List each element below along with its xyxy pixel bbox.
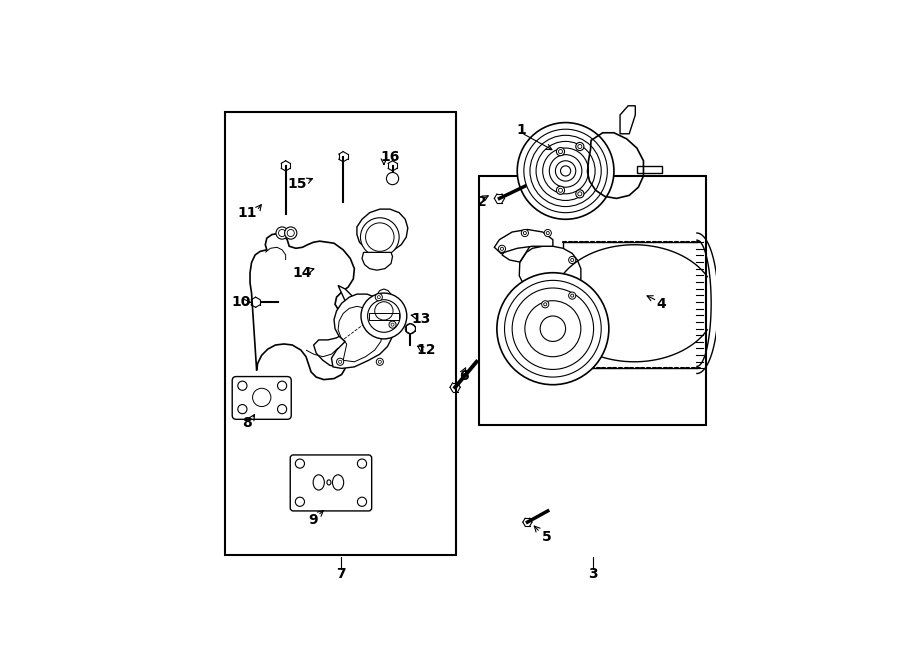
Circle shape [543, 148, 589, 194]
Text: 13: 13 [412, 311, 431, 325]
Text: 1: 1 [517, 123, 526, 137]
Circle shape [512, 288, 594, 369]
Bar [225, 112, 456, 555]
Circle shape [361, 293, 407, 339]
FancyBboxPatch shape [290, 455, 372, 511]
Circle shape [386, 173, 399, 184]
Text: 10: 10 [231, 295, 251, 309]
Circle shape [278, 229, 285, 237]
Circle shape [357, 497, 366, 506]
Circle shape [405, 324, 416, 334]
Circle shape [559, 149, 562, 153]
FancyBboxPatch shape [232, 377, 292, 419]
Circle shape [569, 256, 576, 264]
Polygon shape [357, 209, 408, 253]
Circle shape [378, 360, 382, 364]
Circle shape [238, 381, 247, 390]
Ellipse shape [332, 475, 344, 490]
Circle shape [542, 301, 549, 308]
Polygon shape [331, 294, 394, 368]
Circle shape [556, 186, 564, 194]
Circle shape [569, 292, 576, 299]
Text: 6: 6 [459, 369, 469, 383]
Circle shape [295, 497, 304, 506]
Circle shape [561, 166, 571, 176]
Circle shape [361, 217, 400, 256]
Ellipse shape [327, 480, 331, 485]
Circle shape [338, 360, 342, 364]
Text: 11: 11 [238, 206, 257, 219]
Circle shape [524, 129, 608, 213]
Circle shape [276, 227, 288, 239]
Circle shape [540, 316, 565, 342]
Circle shape [376, 358, 383, 366]
Circle shape [357, 459, 366, 468]
Polygon shape [362, 253, 392, 270]
Circle shape [556, 147, 564, 156]
Text: 3: 3 [588, 567, 598, 581]
Circle shape [497, 273, 609, 385]
Circle shape [337, 358, 344, 366]
Circle shape [295, 459, 304, 468]
Circle shape [505, 280, 601, 377]
Circle shape [549, 155, 582, 187]
Text: 16: 16 [381, 149, 400, 164]
Ellipse shape [313, 475, 324, 490]
Circle shape [500, 247, 503, 251]
Circle shape [523, 231, 526, 235]
Bar [479, 176, 706, 426]
Text: 14: 14 [292, 266, 312, 280]
Circle shape [536, 141, 595, 200]
Text: 12: 12 [417, 343, 436, 357]
Polygon shape [502, 245, 530, 262]
Circle shape [530, 136, 601, 207]
Circle shape [284, 227, 297, 239]
Text: 15: 15 [288, 176, 307, 190]
Circle shape [578, 145, 582, 149]
Polygon shape [494, 229, 553, 253]
Circle shape [544, 229, 552, 237]
Circle shape [277, 405, 287, 414]
Circle shape [518, 122, 614, 219]
Circle shape [525, 301, 580, 357]
Circle shape [546, 231, 549, 235]
Circle shape [544, 303, 547, 306]
Circle shape [576, 190, 584, 198]
Circle shape [277, 381, 287, 390]
Circle shape [521, 229, 528, 237]
Circle shape [559, 188, 562, 192]
Text: 9: 9 [308, 512, 318, 527]
Circle shape [253, 388, 271, 407]
Text: 5: 5 [542, 530, 552, 545]
Polygon shape [519, 247, 580, 302]
Circle shape [287, 229, 294, 237]
Circle shape [375, 293, 382, 301]
Circle shape [389, 321, 396, 329]
Text: 8: 8 [243, 416, 252, 430]
Circle shape [576, 142, 584, 151]
Text: 2: 2 [477, 196, 487, 210]
Circle shape [374, 301, 393, 320]
Circle shape [391, 323, 394, 326]
Circle shape [578, 192, 582, 196]
Text: 4: 4 [656, 297, 666, 311]
Circle shape [555, 161, 576, 181]
Circle shape [571, 294, 573, 297]
Circle shape [499, 245, 506, 253]
Text: 7: 7 [336, 567, 346, 581]
Circle shape [377, 295, 381, 299]
Circle shape [365, 223, 394, 251]
Polygon shape [250, 233, 355, 379]
Circle shape [367, 299, 400, 332]
Circle shape [571, 258, 573, 262]
Circle shape [238, 405, 247, 414]
Polygon shape [313, 286, 373, 367]
